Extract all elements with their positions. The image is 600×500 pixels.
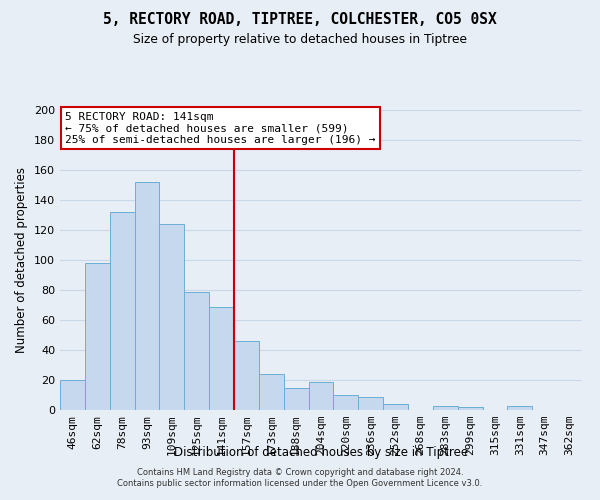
Text: 5, RECTORY ROAD, TIPTREE, COLCHESTER, CO5 0SX: 5, RECTORY ROAD, TIPTREE, COLCHESTER, CO…	[103, 12, 497, 28]
Text: Size of property relative to detached houses in Tiptree: Size of property relative to detached ho…	[133, 32, 467, 46]
Bar	[284, 388, 308, 410]
Text: Contains HM Land Registry data © Crown copyright and database right 2024.
Contai: Contains HM Land Registry data © Crown c…	[118, 468, 482, 487]
Bar	[110, 212, 134, 410]
Bar	[184, 292, 209, 410]
Bar	[134, 182, 160, 410]
Bar	[60, 380, 85, 410]
Bar	[209, 306, 234, 410]
Bar	[433, 406, 458, 410]
Bar	[85, 263, 110, 410]
Text: 5 RECTORY ROAD: 141sqm
← 75% of detached houses are smaller (599)
25% of semi-de: 5 RECTORY ROAD: 141sqm ← 75% of detached…	[65, 112, 376, 144]
Text: Distribution of detached houses by size in Tiptree: Distribution of detached houses by size …	[174, 446, 468, 459]
Bar	[383, 404, 408, 410]
Bar	[334, 395, 358, 410]
Bar	[308, 382, 334, 410]
Bar	[160, 224, 184, 410]
Bar	[458, 407, 482, 410]
Bar	[358, 396, 383, 410]
Y-axis label: Number of detached properties: Number of detached properties	[16, 167, 28, 353]
Bar	[259, 374, 284, 410]
Bar	[234, 341, 259, 410]
Bar	[508, 406, 532, 410]
